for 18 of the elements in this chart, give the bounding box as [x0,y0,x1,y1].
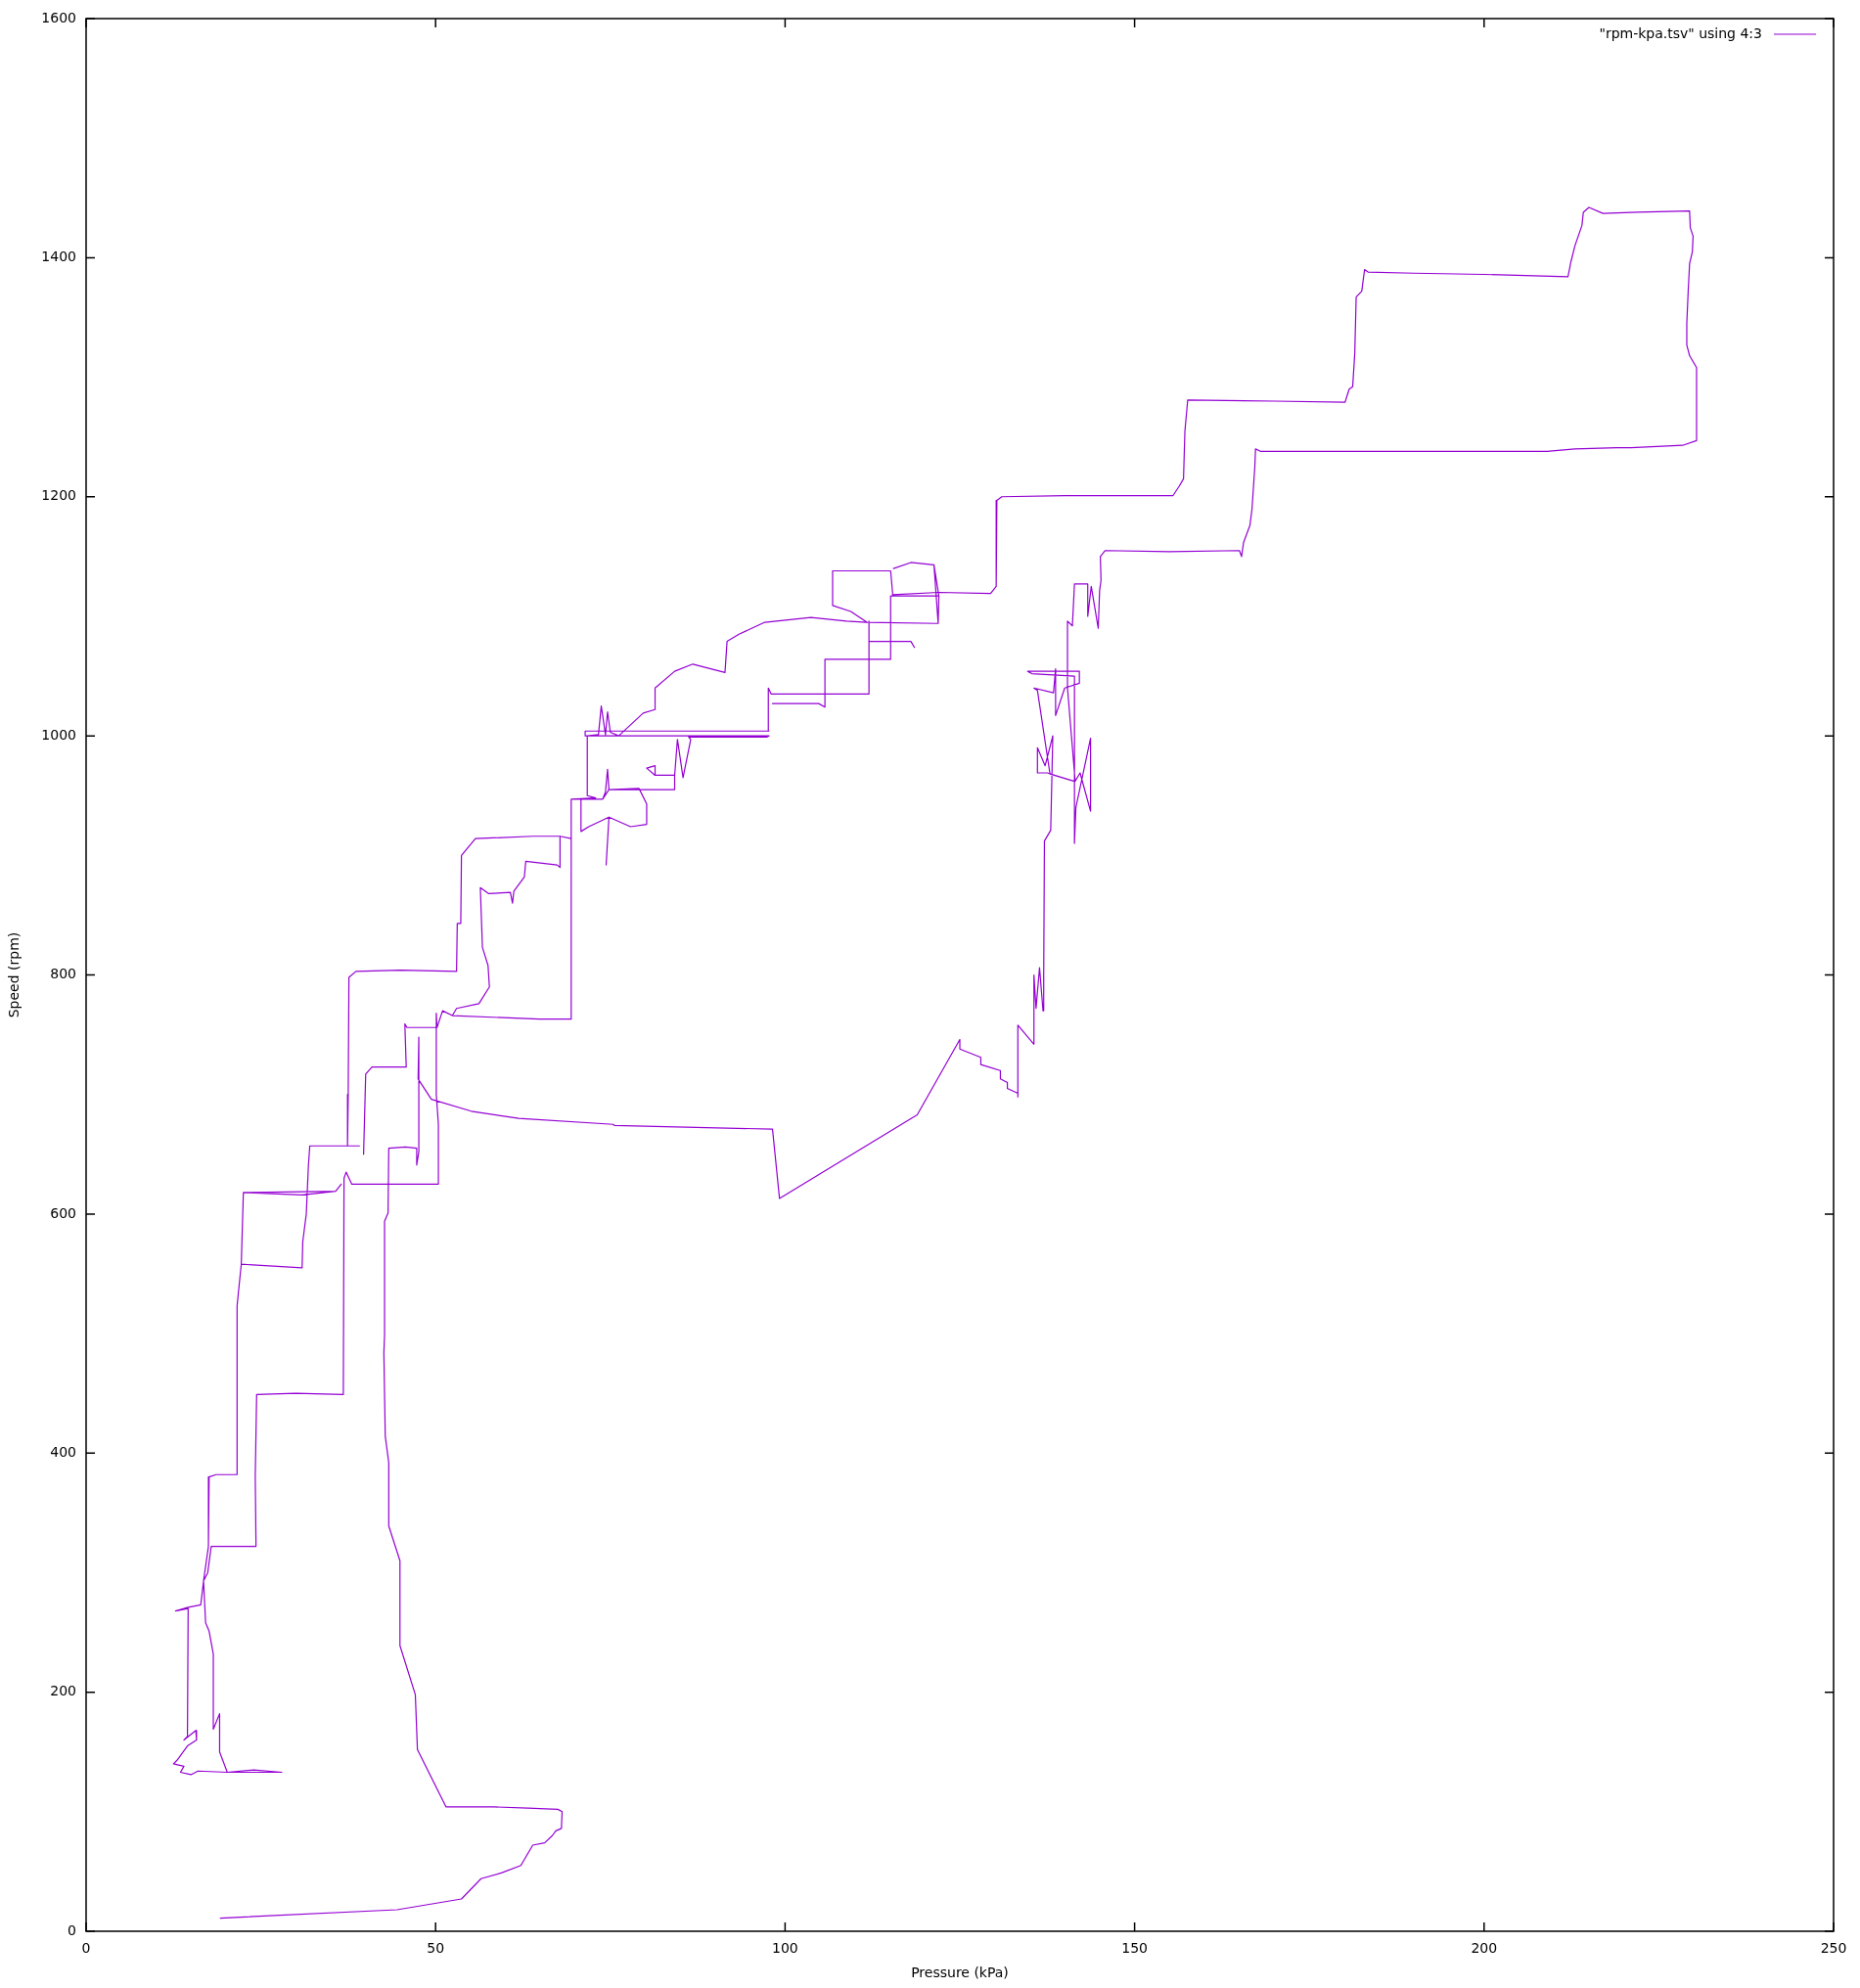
y-tick-label: 200 [50,1683,76,1699]
x-tick-label: 50 [427,1940,445,1957]
x-tick-label: 0 [81,1940,91,1957]
y-tick-label: 1400 [41,248,76,265]
y-tick-label: 1200 [41,487,76,504]
y-axis-title: Speed (rpm) [6,931,23,1018]
x-tick-label: 150 [1121,1940,1148,1957]
legend-label: "rpm-kpa.tsv" using 4:3 [1599,24,1762,41]
y-tick-label: 0 [68,1921,76,1938]
x-tick-label: 100 [772,1940,798,1957]
y-tick-label: 1600 [41,9,76,25]
x-axis-title: Pressure (kPa) [911,1965,1009,1981]
y-tick-label: 1000 [41,726,76,743]
y-tick-label: 800 [50,966,76,982]
y-tick-label: 600 [50,1204,76,1221]
x-tick-label: 250 [1820,1940,1847,1957]
y-tick-label: 400 [50,1443,76,1460]
x-tick-label: 200 [1471,1940,1498,1957]
